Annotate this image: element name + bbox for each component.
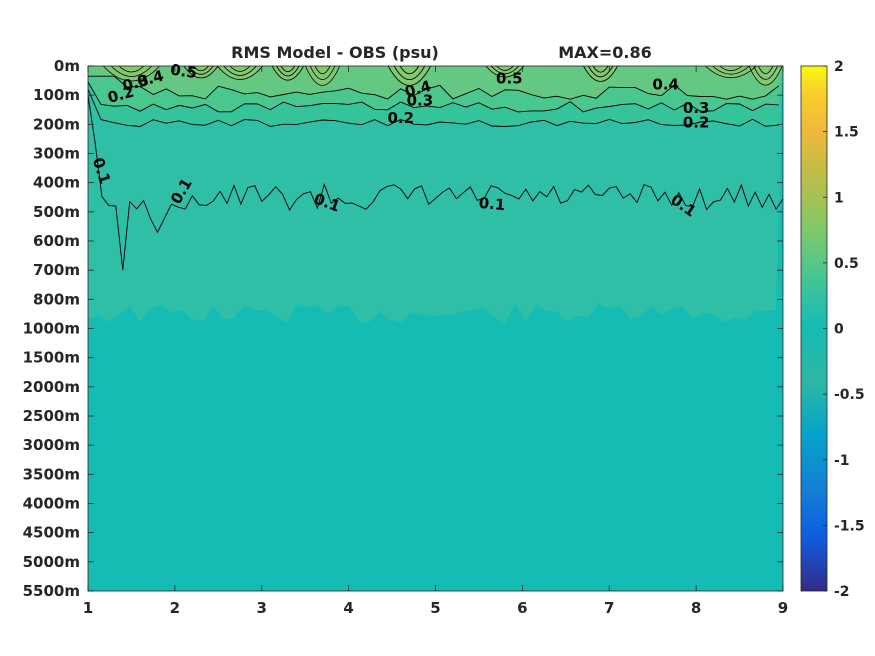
colorbar-tick-label: 0: [834, 322, 844, 338]
x-tick-label: 2: [170, 599, 180, 617]
x-tick-label: 7: [604, 599, 614, 617]
y-tick-label: 500m: [33, 203, 80, 221]
x-tick-label: 3: [257, 599, 267, 617]
y-tick-label: 2500m: [23, 407, 80, 425]
x-tick-label: 1: [83, 599, 93, 617]
contour-label: 0.2: [387, 109, 414, 127]
axes: 1 2 3 4 5 6 7 8 9 0m 100m 200m 300m 400m 500m 600m 700m 8…: [23, 57, 789, 617]
x-tick-label: 6: [517, 599, 527, 617]
y-tick-label: 5500m: [23, 582, 80, 600]
colorbar-tick-label: -1: [834, 453, 850, 469]
contour-0-1: [87, 95, 784, 271]
contour-label: 0.4: [652, 75, 679, 93]
colorbar-tick-label: -2: [834, 584, 850, 600]
y-tick-label: 4000m: [23, 495, 80, 513]
colorbar-tick-label: -1.5: [834, 518, 865, 534]
chart-title: RMS Model - OBS (psu): [231, 43, 439, 62]
contour-0-4: [88, 75, 779, 100]
y-tick-label: 700m: [33, 261, 80, 279]
x-tick-label: 4: [343, 599, 353, 617]
plot-area: [88, 66, 783, 591]
colorbar: 2 1.5 1 0.5 0 -0.5 -1 -1.5 -2: [800, 59, 865, 600]
contour-lines: [87, 65, 784, 271]
contour-0-2: [87, 89, 779, 127]
contour-label: 0.3: [683, 99, 710, 117]
y-tick-label: 2000m: [23, 378, 80, 396]
y-tick-label: 4500m: [23, 524, 80, 542]
band-0-1: [88, 66, 783, 324]
y-tick-label: 0m: [54, 57, 80, 75]
y-tick-label: 3500m: [23, 465, 80, 483]
colorbar-tick-label: 2: [834, 59, 844, 75]
contour-label: 0.5: [169, 61, 198, 83]
contour-label: 0.1: [478, 194, 506, 214]
contour-label: 0.3: [407, 92, 434, 110]
x-tick-label: 8: [691, 599, 701, 617]
y-tick-label: 200m: [33, 115, 80, 133]
contour-label: 0.5: [496, 70, 523, 88]
y-tick-label: 3000m: [23, 436, 80, 454]
x-tick-label: 5: [430, 599, 440, 617]
y-tick-label: 1500m: [23, 349, 80, 367]
y-tick-label: 300m: [33, 145, 80, 163]
colorbar-tick-label: 1: [834, 190, 844, 206]
contour-0-3: [87, 81, 779, 113]
colorbar-tick-label: 0.5: [834, 256, 859, 272]
colorbar-gradient: [800, 65, 828, 592]
y-tick-label: 1000m: [23, 320, 80, 338]
y-tick-label: 5000m: [23, 553, 80, 571]
x-tick-label: 9: [778, 599, 788, 617]
colorbar-tick-label: 1.5: [834, 125, 859, 141]
contour-label: 0.2: [683, 113, 710, 131]
y-tick-label: 800m: [33, 290, 80, 308]
y-tick-label: 100m: [33, 86, 80, 104]
max-value-label: MAX=0.86: [558, 43, 652, 62]
colorbar-tick-label: -0.5: [834, 387, 865, 403]
y-tick-label: 400m: [33, 174, 80, 192]
contour-labels: 0.50.40.30.20.10.1 0.10.40.30.20.50.10.40…: [89, 61, 710, 221]
y-tick-label: 600m: [33, 232, 80, 250]
